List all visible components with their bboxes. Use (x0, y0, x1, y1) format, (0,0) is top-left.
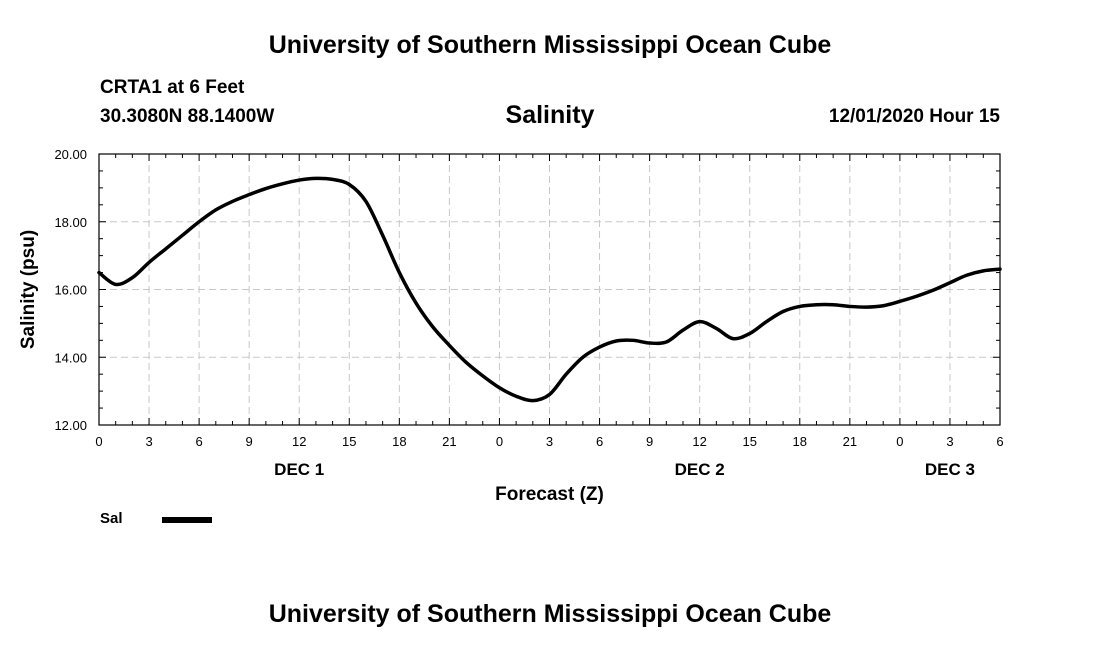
legend-swatch (162, 517, 212, 523)
day-label: DEC 2 (675, 460, 725, 479)
page-title-bottom: University of Southern Mississippi Ocean… (268, 600, 832, 628)
x-tick-label: 9 (646, 434, 653, 449)
series-line-sal (97, 176, 1002, 403)
y-tick-label: 20.00 (54, 147, 87, 162)
x-tick-label: 15 (342, 434, 356, 449)
day-label: DEC 1 (274, 460, 324, 479)
station-name: CRTA1 at 6 Feet (100, 77, 245, 98)
x-tick-label: 0 (95, 434, 102, 449)
x-tick-label: 21 (843, 434, 857, 449)
y-tick-label: 14.00 (54, 350, 87, 365)
x-tick-label: 6 (195, 434, 202, 449)
x-tick-label: 6 (596, 434, 603, 449)
page-title-top: University of Southern Mississippi Ocean… (268, 31, 832, 59)
x-tick-label: 15 (742, 434, 756, 449)
x-tick-label: 3 (145, 434, 152, 449)
x-tick-label: 3 (546, 434, 553, 449)
station-coordinates: 30.3080N 88.1400W (100, 106, 275, 127)
y-tick-label: 12.00 (54, 418, 87, 433)
y-axis-label: Salinity (psu) (18, 230, 39, 349)
x-tick-label: 12 (692, 434, 706, 449)
x-tick-label: 21 (442, 434, 456, 449)
x-axis-label: Forecast (Z) (495, 484, 604, 505)
x-tick-label: 12 (292, 434, 306, 449)
x-tick-label: 0 (496, 434, 503, 449)
variable-title: Salinity (505, 101, 595, 129)
x-tick-label: 18 (793, 434, 807, 449)
y-tick-label: 18.00 (54, 215, 87, 230)
x-tick-label: 9 (246, 434, 253, 449)
x-tick-label: 18 (392, 434, 406, 449)
x-tick-label: 0 (896, 434, 903, 449)
day-label: DEC 3 (925, 460, 975, 479)
x-tick-label: 6 (996, 434, 1003, 449)
forecast-datetime: 12/01/2020 Hour 15 (828, 106, 1000, 127)
y-tick-label: 16.00 (54, 283, 87, 298)
legend-label: Sal (100, 510, 123, 527)
x-tick-label: 3 (946, 434, 953, 449)
